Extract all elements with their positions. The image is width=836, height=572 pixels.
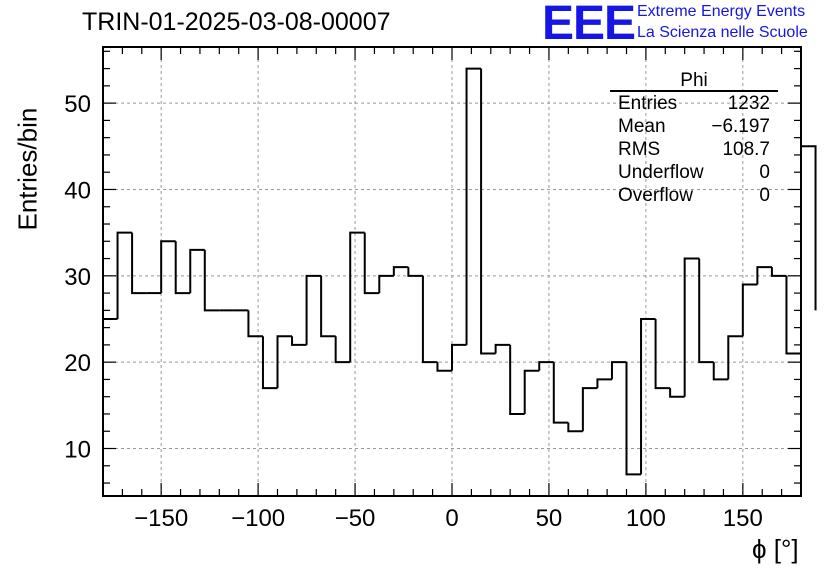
histogram-bin [610,361,627,380]
stats-row-mean: Mean −6.197 [610,115,778,138]
plot-frame [102,46,802,497]
histogram-bin [727,335,743,380]
x-tick-label: −150 [134,505,188,532]
histogram-bin [378,274,394,294]
stats-row-underflow: Underflow 0 [610,161,778,184]
histogram-bin [770,267,787,277]
histogram-bin [538,361,554,371]
histogram-bin [451,343,467,371]
histogram-bin [741,283,758,337]
stats-label: Overflow [618,185,693,206]
histogram-bin [669,388,685,398]
histogram-bin [189,248,205,294]
histogram-bin [305,274,322,345]
histogram-bin [552,362,569,424]
histogram-bin [523,369,540,414]
histogram-bin [494,343,511,354]
eee-logo-mark: EEE [542,0,636,50]
y-tick-label: 10 [64,437,91,464]
stats-row-overflow: Overflow 0 [610,184,778,207]
histogram-bin [436,362,452,372]
grid-lines [103,47,801,496]
histogram-bin [116,231,133,319]
x-tick-label: −100 [231,505,285,532]
histogram-bin [160,240,176,294]
y-axis-label-wrap: Entries/bin [8,108,43,235]
histogram-bin [567,422,583,433]
x-tick-label: −50 [335,505,376,532]
stats-label: Entries [618,93,678,114]
stats-row-rms: RMS 108.7 [610,138,778,161]
x-tick-label: 100 [626,505,666,532]
histogram-bin [480,68,496,355]
histogram-bin [509,344,525,415]
histogram-bin [102,317,118,496]
chart-title: TRIN-01-2025-03-08-00007 [82,8,391,36]
histogram-bin [291,336,307,346]
stats-box: Phi Entries 1232 Mean −6.197 RMS 108.7 U… [610,68,778,207]
y-tick-label: 40 [64,177,91,204]
logo-line-1: Extreme Energy Events [637,3,806,20]
axis-ticks [102,47,802,496]
histogram-bin [712,362,729,381]
histogram-bin [203,249,220,312]
histogram-bin [363,232,380,295]
histogram-bin [465,67,482,345]
x-tick-label: 0 [445,505,458,532]
x-axis-label: ϕ [°] [752,534,799,564]
y-tick-label: 20 [64,350,91,377]
y-tick-label: 30 [64,264,91,291]
y-axis-label: Entries/bin [12,107,43,231]
histogram-bin [421,275,438,364]
histogram-bin [276,335,293,389]
stats-label: RMS [618,139,661,160]
stats-label: Mean [618,116,666,137]
stats-value: 108.7 [722,139,770,160]
stats-label: Underflow [618,162,704,183]
histogram-bin [392,266,409,276]
histogram-bin [131,232,147,295]
histogram-bin [247,310,263,338]
histogram-bin [654,318,671,390]
x-tick-label: 50 [536,505,563,532]
histogram-bin [407,267,423,277]
histogram-bin [334,336,351,364]
histogram-bin [320,275,336,338]
histogram-bin [640,317,656,475]
stats-value: 1232 [727,93,770,114]
tick-labels: −150 −100 −50 0 50 100 150 10 20 30 40 50 [64,91,763,532]
histogram-bin [261,336,278,390]
stats-value: 0 [759,162,770,183]
x-tick-label: 150 [723,505,763,532]
histogram-bin [801,145,817,311]
stats-value: −6.197 [711,116,770,137]
histogram-bin [625,362,642,476]
histogram-bin [683,257,700,397]
stats-row-entries: Entries 1232 [610,92,778,115]
histogram-bin [174,241,191,295]
stats-value: 0 [759,185,770,206]
stats-title: Phi [610,68,778,92]
histogram-bins [102,67,817,496]
logo-line-2: La Scienza nelle Scuole [637,24,808,41]
histogram-bin [785,275,801,355]
histogram-bin [581,387,598,432]
histogram-bin [596,378,612,389]
y-tick-label: 50 [64,91,91,118]
histogram-bin [756,266,772,285]
histogram-bin [349,231,365,363]
histogram-bin [698,258,714,364]
